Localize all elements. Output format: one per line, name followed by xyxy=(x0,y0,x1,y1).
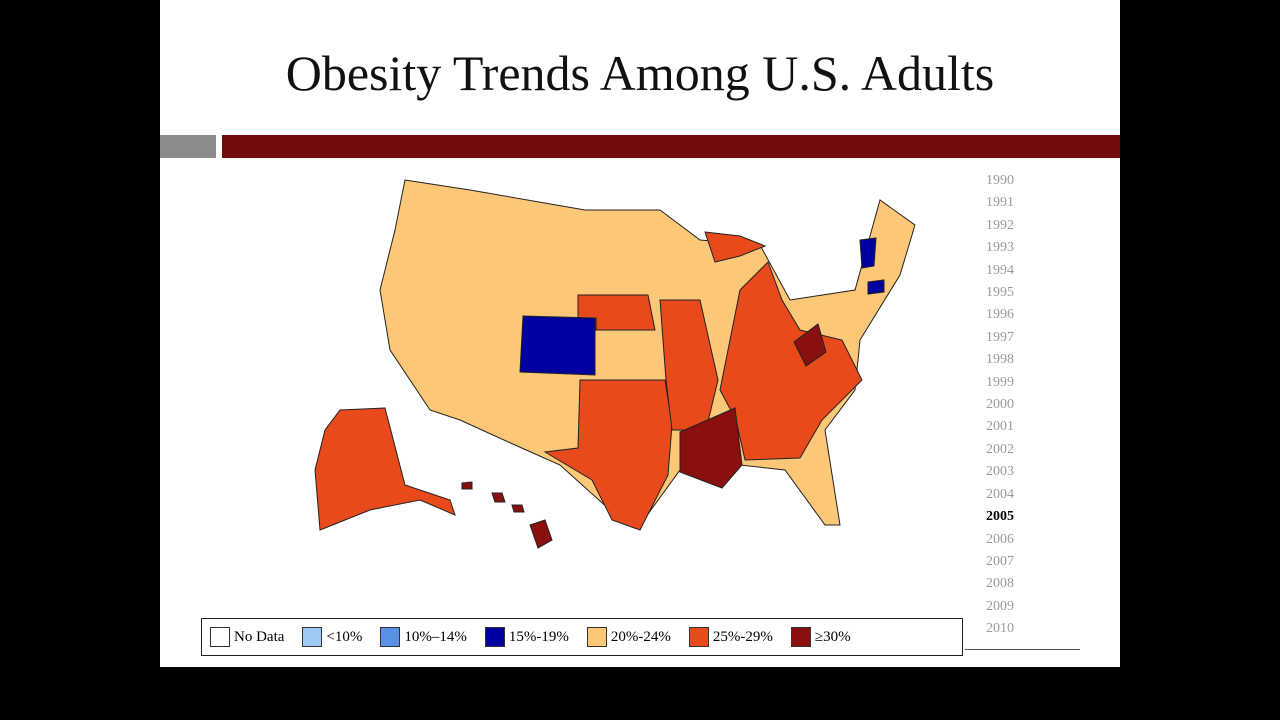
legend-label: No Data xyxy=(234,628,285,645)
legend-swatch xyxy=(210,627,230,647)
region xyxy=(491,492,506,503)
year-label: 2004 xyxy=(986,486,1014,502)
year-label: 2002 xyxy=(986,441,1014,457)
legend-label: ≥30% xyxy=(814,628,851,645)
legend-label: 20%-24% xyxy=(610,628,671,645)
region xyxy=(314,407,456,531)
year-label: 2008 xyxy=(986,576,1014,592)
region xyxy=(859,237,877,269)
legend-item: ≥30% xyxy=(790,627,851,647)
slide-title: Obesity Trends Among U.S. Adults xyxy=(285,45,995,101)
legend-swatch xyxy=(380,627,401,647)
year-label: 1996 xyxy=(986,307,1014,323)
year-label: 1990 xyxy=(986,173,1014,188)
year-label: 2003 xyxy=(986,464,1014,480)
legend-item: <10% xyxy=(302,627,362,647)
region xyxy=(511,504,525,513)
legend-swatch xyxy=(586,627,607,647)
year-label: 1995 xyxy=(986,285,1014,301)
legend-label: <10% xyxy=(326,628,363,645)
legend-label: 15%-19% xyxy=(508,628,569,645)
year-label: 2006 xyxy=(986,531,1014,547)
legend-label: 25%-29% xyxy=(712,628,773,645)
year-label: 1991 xyxy=(986,195,1014,211)
legend-item: 25%-29% xyxy=(688,627,773,647)
legend-label: 10%–14% xyxy=(404,628,467,645)
legend-item: 20%-24% xyxy=(586,627,671,647)
legend: No Data <10% 10%–14% 15%-19% 20%-24% 25%-29% ≥… xyxy=(201,618,963,656)
legend-item: No Data xyxy=(210,627,284,647)
year-label: 2010 xyxy=(986,621,1014,637)
year-label: 1993 xyxy=(986,240,1014,256)
legend-swatch xyxy=(484,627,505,647)
year-label: 1998 xyxy=(986,352,1014,368)
year-label: 1999 xyxy=(986,374,1014,390)
region xyxy=(793,323,827,367)
rule xyxy=(965,649,1080,650)
accent-bar xyxy=(222,135,1120,158)
slide: Obesity Trends Among U.S. Adults 1990 199… xyxy=(160,0,1120,667)
us-map xyxy=(314,179,916,549)
legend-swatch xyxy=(688,627,709,647)
legend-item: 15%-19% xyxy=(484,627,569,647)
legend-item: 10%–14% xyxy=(380,627,467,647)
year-label: 2000 xyxy=(986,397,1014,413)
year-list: 1990 1991 1992 1993 1994 1995 1996 1997 1998 1999… xyxy=(986,170,1014,641)
region xyxy=(867,279,885,295)
region xyxy=(529,519,553,549)
accent-bar xyxy=(160,135,216,158)
region xyxy=(519,315,596,376)
region xyxy=(704,231,767,263)
year-label: 1994 xyxy=(986,262,1014,278)
year-label: 1997 xyxy=(986,329,1014,345)
legend-swatch xyxy=(790,627,811,647)
year-label: 1992 xyxy=(986,217,1014,233)
region xyxy=(679,407,743,489)
year-label: 2005 xyxy=(986,509,1014,525)
legend-swatch xyxy=(302,627,323,647)
year-label: 2009 xyxy=(986,598,1014,614)
year-label: 2001 xyxy=(986,419,1014,435)
region xyxy=(461,481,473,490)
year-label: 2007 xyxy=(986,553,1014,569)
